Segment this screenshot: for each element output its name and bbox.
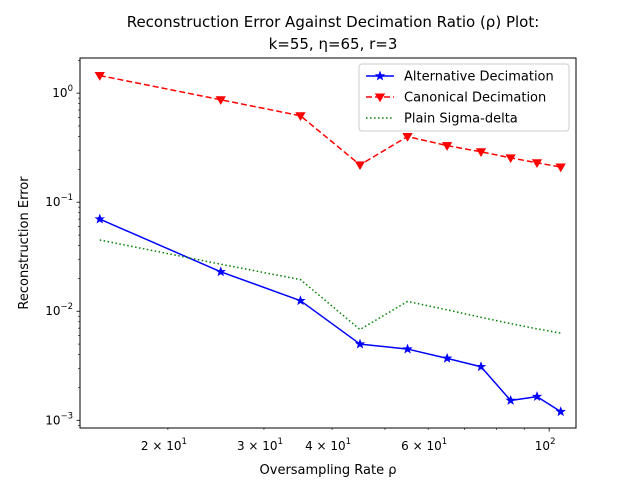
chart-title-line2: k=55, η=65, r=3: [269, 35, 398, 53]
legend-box: [358, 63, 570, 132]
y-tick-label: 100: [52, 84, 73, 100]
x-tick-label: 102: [535, 437, 556, 453]
data-point: [441, 142, 453, 151]
legend-label: Plain Sigma-delta: [404, 112, 518, 127]
data-point: [215, 96, 226, 105]
data-point: [94, 213, 105, 224]
data-point: [354, 161, 366, 171]
data-point: [295, 112, 306, 121]
data-point: [215, 266, 226, 277]
data-point: [441, 352, 453, 363]
legend-label: Canonical Decimation: [404, 91, 546, 106]
data-point: [295, 295, 306, 306]
legend-marker: [374, 93, 386, 103]
x-tick-label: 3 × 101: [237, 437, 283, 453]
data-point: [354, 338, 366, 349]
y-axis-label: Reconstruction Error: [17, 176, 32, 310]
legend-entries: Alternative Decimation Canonical Decimati…: [366, 70, 554, 127]
plot-area-frame: [79, 57, 577, 429]
y-tick-label: 10−3: [45, 411, 73, 427]
data-point: [475, 148, 487, 157]
x-axis-label: Oversampling Rate ρ: [260, 463, 397, 478]
data-point: [505, 154, 516, 164]
series-plain-sigma-delta: [99, 239, 561, 334]
y-tick-label: 10−2: [45, 302, 73, 318]
data-point: [531, 159, 543, 168]
x-tick-label: 6 × 101: [401, 437, 447, 453]
data-point: [555, 163, 566, 173]
legend: Alternative Decimation Canonical Decimati…: [358, 63, 570, 132]
x-tick-label: 2 × 101: [141, 437, 187, 453]
chart-title-line1: Reconstruction Error Against Decimation …: [127, 13, 540, 31]
data-point: [531, 391, 543, 402]
legend-label: Alternative Decimation: [404, 70, 554, 85]
series-line: [99, 218, 562, 413]
data-point: [402, 133, 413, 142]
y-tick-label: 10−1: [45, 193, 73, 209]
ticks-layer: 10−3 10−2 10−1 100 102 2 × 101 3 × 101 4 × 101 6…: [45, 60, 556, 453]
legend-marker: [374, 70, 386, 81]
series-line: [99, 239, 561, 334]
data-point: [402, 343, 413, 354]
data-point: [475, 361, 487, 372]
series-line: [99, 74, 561, 168]
x-tick-label: 4 × 101: [305, 437, 351, 453]
data-point: [505, 395, 516, 405]
data-point: [555, 406, 566, 417]
series-layer: [94, 72, 566, 417]
series-alternative-decimation: [94, 213, 566, 417]
data-point: [94, 72, 105, 81]
series-canonical-decimation: [94, 72, 566, 173]
